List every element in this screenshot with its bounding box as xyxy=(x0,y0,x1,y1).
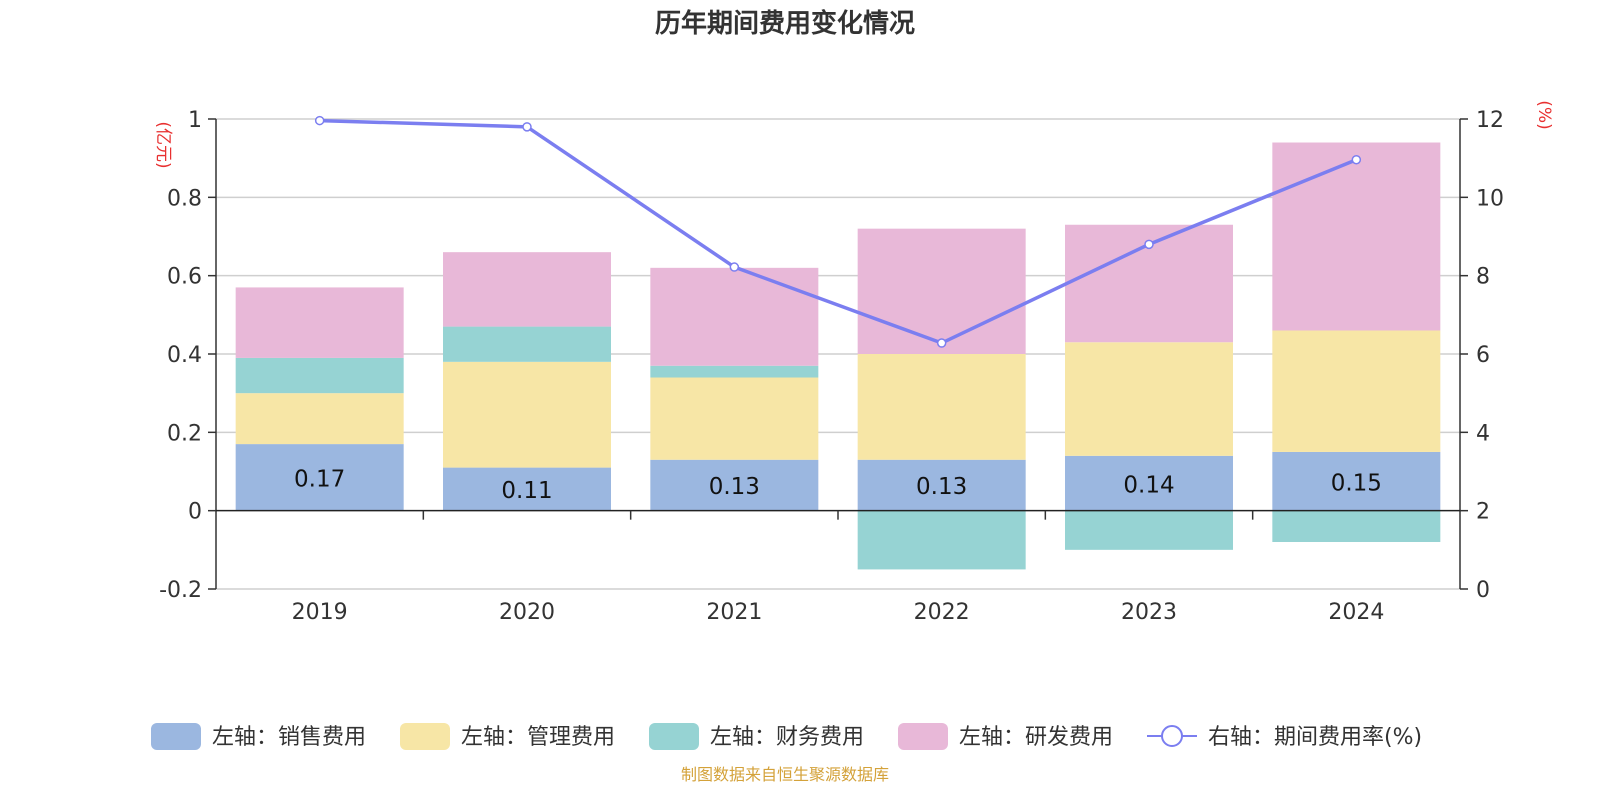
rate-line xyxy=(319,118,1357,345)
left-axis-tick-label: 0.4 xyxy=(167,343,202,368)
x-axis-tick-label: 2020 xyxy=(499,600,555,625)
legend-swatch xyxy=(151,723,201,750)
x-axis-tick-label: 2019 xyxy=(292,600,348,625)
x-axis-tick-label: 2024 xyxy=(1328,600,1384,625)
bar-segment xyxy=(650,267,819,366)
source-note: 制图数据来自恒生聚源数据库 xyxy=(681,765,889,784)
left-axis-tick-label: 0 xyxy=(188,500,202,525)
right-axis-tick-label: 0 xyxy=(1476,578,1490,603)
axes: 1 0.8 0.6 0.4 0.2 0 -0.2 12 10 8 6 4 2 0 2019 2020 2021 2… xyxy=(159,108,1504,625)
bar-segment xyxy=(1272,330,1441,452)
legend-swatch xyxy=(898,723,948,750)
right-axis-unit: (%) xyxy=(1534,100,1554,129)
legend-swatch-marker xyxy=(1161,725,1183,747)
bar-data-label: 0.13 xyxy=(916,474,967,500)
bar-data-label: 0.14 xyxy=(1123,472,1174,498)
left-axis-tick-label: 0.2 xyxy=(167,421,202,446)
legend-swatch xyxy=(649,723,699,750)
bar-segment xyxy=(235,393,404,445)
bar-segment xyxy=(650,377,819,460)
x-axis-tick-label: 2021 xyxy=(706,600,762,625)
rate-point xyxy=(314,115,325,126)
bar-segment xyxy=(1065,510,1233,550)
line-series xyxy=(314,115,1362,348)
bar-segment xyxy=(235,287,404,358)
left-axis-unit: (亿元) xyxy=(153,121,173,168)
rate-point xyxy=(522,122,532,132)
bar-series xyxy=(235,142,1441,570)
bar-segment xyxy=(1065,455,1233,511)
bar-data-label: 0.11 xyxy=(501,478,552,504)
bar-segment xyxy=(1065,342,1233,456)
right-axis-tick-label: 2 xyxy=(1476,500,1490,525)
right-axis-tick-label: 4 xyxy=(1476,421,1490,446)
rate-point xyxy=(729,262,740,272)
data-labels: 0.17 0.11 0.13 0.13 0.14 0.15 xyxy=(294,466,1382,504)
right-axis-tick-label: 12 xyxy=(1476,108,1504,133)
right-axis-tick-label: 10 xyxy=(1476,186,1504,211)
legend-label: 左轴：销售费用 xyxy=(212,725,366,750)
bar-segment xyxy=(235,444,404,511)
legend: 左轴：销售费用 左轴：管理费用 左轴：财务费用 左轴：研发费用 右轴：期间费用率(%) xyxy=(151,723,1422,750)
left-axis-tick-label: 0.8 xyxy=(167,186,202,211)
legend-label: 左轴：研发费用 xyxy=(959,725,1113,750)
left-axis-tick-label: 1 xyxy=(188,108,202,133)
rate-point xyxy=(1144,239,1154,250)
rate-point xyxy=(1351,154,1362,165)
bar-segment xyxy=(857,510,1026,570)
bar-data-label: 0.15 xyxy=(1331,470,1382,496)
x-axis-tick-label: 2023 xyxy=(1121,600,1177,625)
bar-segment xyxy=(650,459,819,511)
bar-segment xyxy=(443,467,611,511)
bar-segment xyxy=(857,459,1026,511)
bar-segment xyxy=(443,326,611,362)
bar-segment xyxy=(443,361,611,468)
x-axis-tick-label: 2022 xyxy=(914,600,970,625)
bar-segment xyxy=(650,365,819,378)
bar-segment xyxy=(1272,142,1441,331)
bar-segment xyxy=(857,228,1026,354)
right-axis-tick-label: 6 xyxy=(1476,343,1490,368)
legend-label: 右轴：期间费用率(%) xyxy=(1208,725,1422,750)
grid-lines xyxy=(216,118,1460,590)
legend-label: 左轴：管理费用 xyxy=(461,725,615,750)
left-axis-tick-label: -0.2 xyxy=(159,578,202,603)
bar-data-label: 0.13 xyxy=(709,474,760,500)
bar-data-label: 0.17 xyxy=(294,466,345,492)
chart-title: 历年期间费用变化情况 xyxy=(655,8,915,39)
bar-segment xyxy=(443,252,611,327)
left-axis-tick-label: 0.6 xyxy=(167,265,202,290)
legend-swatch xyxy=(400,723,450,750)
bar-segment xyxy=(1272,451,1441,511)
bar-segment xyxy=(857,354,1026,460)
rate-point xyxy=(936,338,947,348)
legend-label: 左轴：财务费用 xyxy=(710,725,864,750)
bar-segment xyxy=(1272,510,1441,542)
bar-segment xyxy=(235,357,404,394)
right-axis-tick-label: 8 xyxy=(1476,265,1490,290)
